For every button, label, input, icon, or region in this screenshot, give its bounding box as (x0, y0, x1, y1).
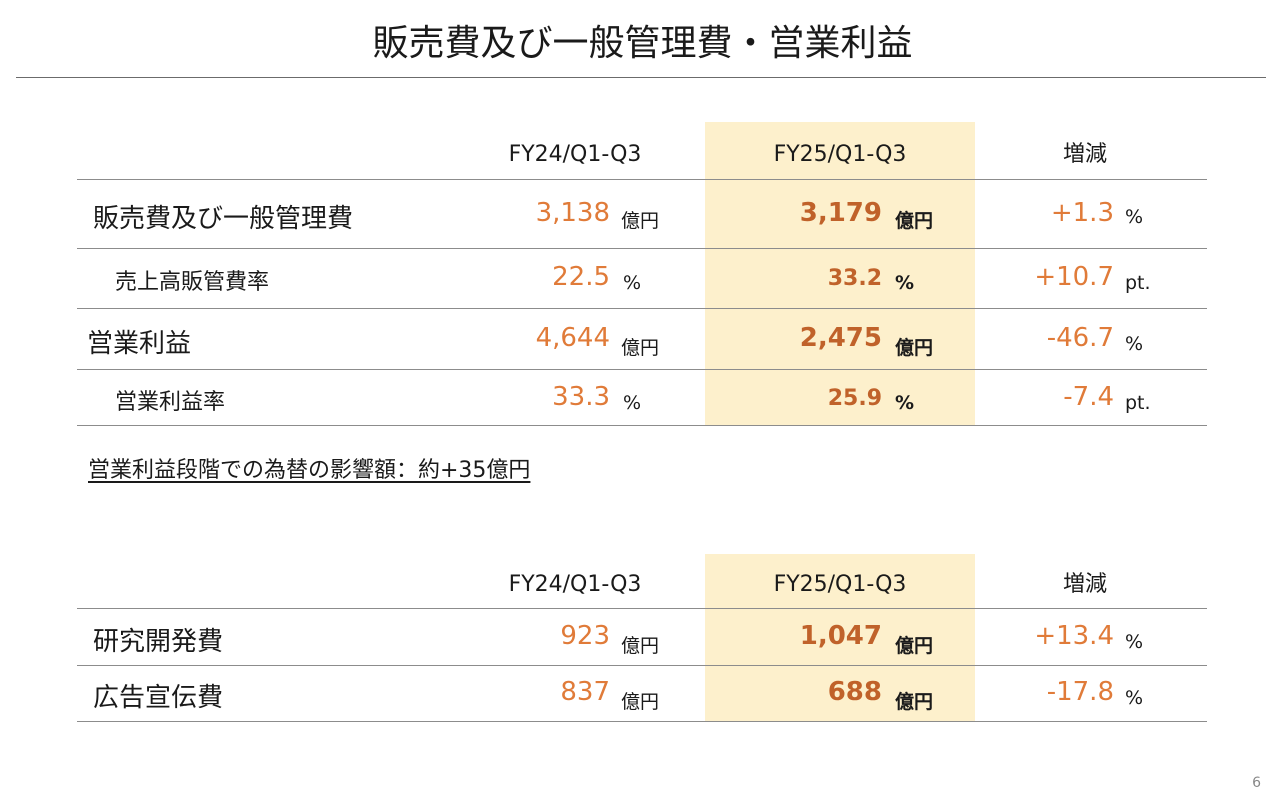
prev-value: 923 (560, 621, 610, 651)
change-value: +1.3 (1050, 198, 1114, 228)
curr-value: 25.9 (827, 386, 882, 411)
change-value: -46.7 (1046, 323, 1114, 353)
page-title: 販売費及び一般管理費・営業利益 (372, 23, 913, 64)
header-change: 増減 (1062, 572, 1107, 597)
row-label: 売上高販管費率 (115, 270, 270, 295)
curr-unit: 億円 (895, 210, 934, 232)
curr-unit: % (895, 272, 915, 294)
prev-value: 3,138 (535, 198, 610, 228)
change-unit: % (1125, 631, 1144, 653)
prev-value: 22.5 (552, 262, 610, 292)
header-prev-period: FY24/Q1-Q3 (508, 142, 642, 167)
prev-value: 837 (560, 677, 610, 707)
change-unit: % (1125, 206, 1144, 228)
change-value: +10.7 (1034, 262, 1114, 292)
table-row: 売上高販管費率 22.5 % 33.2 % +10.7 pt. (77, 248, 1207, 309)
title-divider (16, 77, 1266, 78)
change-value: -7.4 (1063, 382, 1114, 412)
prev-unit: % (623, 392, 642, 414)
row-label: 広告宣伝費 (93, 683, 224, 713)
prev-value: 33.3 (552, 382, 610, 412)
prev-unit: 億円 (621, 210, 660, 232)
page-number: 6 (1252, 775, 1261, 791)
prev-unit: % (623, 272, 642, 294)
table-row: 販売費及び一般管理費 3,138 億円 3,179 億円 +1.3 % (77, 179, 1207, 249)
prev-unit: 億円 (621, 635, 660, 657)
fx-impact-note: 営業利益段階での為替の影響額：約+35億円 (88, 458, 531, 483)
current-period-highlight-2 (705, 554, 975, 722)
curr-unit: 億円 (895, 337, 934, 359)
change-value: +13.4 (1034, 621, 1114, 651)
change-unit: pt. (1125, 272, 1151, 294)
header-curr-period: FY25/Q1-Q3 (773, 142, 907, 167)
change-unit: % (1125, 333, 1144, 355)
row-label: 研究開発費 (93, 627, 224, 657)
change-unit: % (1125, 687, 1144, 709)
curr-value: 1,047 (799, 621, 882, 651)
curr-value: 3,179 (799, 198, 882, 228)
table-row: 営業利益率 33.3 % 25.9 % -7.4 pt. (77, 370, 1207, 426)
table-row: 広告宣伝費 837 億円 688 億円 -17.8 % (77, 665, 1207, 722)
table-row: 研究開発費 923 億円 1,047 億円 +13.4 % (77, 608, 1207, 666)
curr-value: 33.2 (827, 266, 882, 291)
curr-value: 2,475 (799, 323, 882, 353)
row-label: 販売費及び一般管理費 (93, 204, 354, 234)
current-period-highlight-1 (705, 122, 975, 426)
curr-value: 688 (827, 677, 882, 707)
header-curr-period: FY25/Q1-Q3 (773, 572, 907, 597)
header-prev-period: FY24/Q1-Q3 (508, 572, 642, 597)
row-label: 営業利益 (87, 329, 192, 359)
curr-unit: % (895, 392, 915, 414)
prev-value: 4,644 (535, 323, 610, 353)
row-label: 営業利益率 (115, 390, 226, 415)
curr-unit: 億円 (895, 635, 934, 657)
table-row: 営業利益 4,644 億円 2,475 億円 -46.7 % (77, 309, 1207, 370)
change-unit: pt. (1125, 392, 1151, 414)
change-value: -17.8 (1046, 677, 1114, 707)
prev-unit: 億円 (621, 691, 660, 713)
header-change: 増減 (1062, 142, 1107, 167)
curr-unit: 億円 (895, 691, 934, 713)
prev-unit: 億円 (621, 337, 660, 359)
